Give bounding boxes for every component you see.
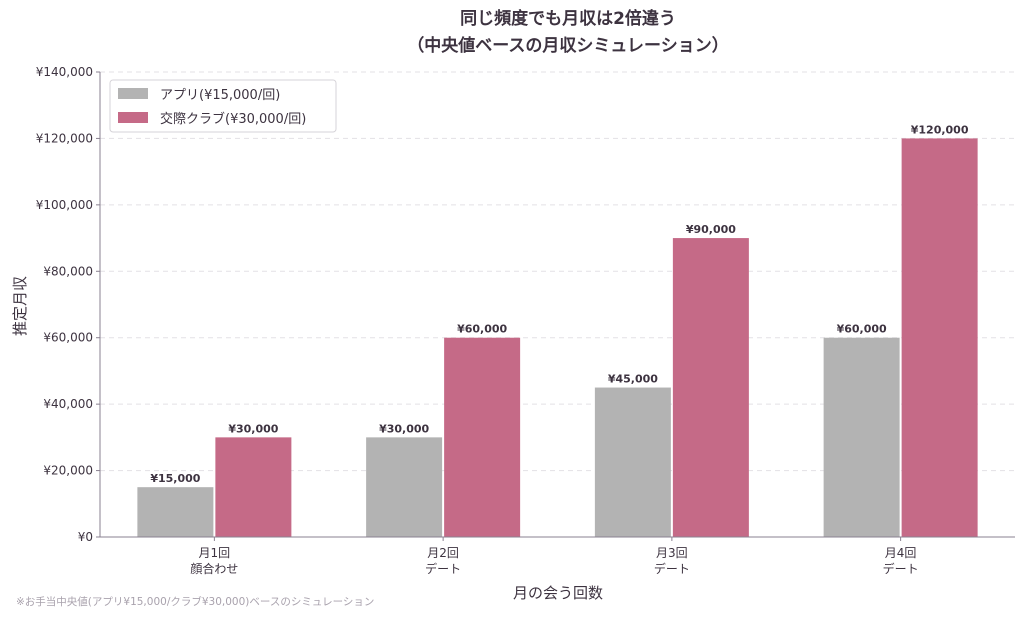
legend-label-app: アプリ(¥15,000/回) xyxy=(160,88,280,103)
y-tick-label: ¥80,000 xyxy=(43,264,93,278)
legend-swatch-club xyxy=(118,112,148,123)
y-tick-label: ¥0 xyxy=(78,530,93,544)
bar-club-3 xyxy=(672,238,749,538)
x-tick-label-line-2: デート xyxy=(654,561,690,576)
bar-value-label: ¥120,000 xyxy=(911,123,969,136)
bar-app-2 xyxy=(366,437,443,537)
legend: アプリ(¥15,000/回) 交際クラブ(¥30,000/回) xyxy=(109,79,337,133)
y-axis-label: 推定月収 xyxy=(11,276,29,336)
x-tick-label-line-2: デート xyxy=(425,561,461,576)
x-tick-label-line-1: 月4回 xyxy=(885,546,917,560)
bar-value-label: ¥30,000 xyxy=(228,422,278,435)
bars xyxy=(137,138,978,538)
x-tick-label-line-2: デート xyxy=(883,561,919,576)
bar-value-label: ¥60,000 xyxy=(457,323,507,336)
bar-value-label: ¥30,000 xyxy=(379,422,429,435)
bar-value-label: ¥15,000 xyxy=(150,472,200,485)
bar-club-4 xyxy=(901,138,978,537)
bar-app-1 xyxy=(137,487,214,537)
y-tick-label: ¥60,000 xyxy=(43,331,93,345)
bar-value-label: ¥60,000 xyxy=(837,323,887,336)
bar-app-3 xyxy=(594,387,671,537)
axes: ¥0 ¥20,000 ¥40,000 ¥60,000 ¥80,000 ¥100,000 ¥1… xyxy=(36,65,1015,576)
y-tick-label: ¥140,000 xyxy=(36,65,93,79)
y-tick-label: ¥40,000 xyxy=(43,397,93,411)
bar-club-2 xyxy=(444,337,521,537)
bar-value-labels: ¥15,000 ¥30,000 ¥30,000 ¥60,000 ¥45,000 ¥90,0… xyxy=(150,123,969,485)
y-tick-label: ¥20,000 xyxy=(43,464,93,478)
bar-app-4 xyxy=(823,337,900,537)
bar-value-label: ¥45,000 xyxy=(608,373,658,386)
legend-frame xyxy=(109,79,337,133)
legend-label-club: 交際クラブ(¥30,000/回) xyxy=(160,111,306,127)
y-tick-label: ¥120,000 xyxy=(36,131,93,145)
y-tick-label: ¥100,000 xyxy=(36,198,93,212)
x-tick-label-line-1: 月3回 xyxy=(656,546,688,560)
chart-title-line-2: （中央値ベースの月収シミュレーション） xyxy=(407,35,728,56)
bar-value-label: ¥90,000 xyxy=(686,223,736,236)
x-axis-label: 月の会う回数 xyxy=(513,584,603,602)
bar-club-1 xyxy=(215,437,292,537)
chart-title-line-1: 同じ頻度でも月収は2倍違う xyxy=(460,8,676,29)
x-tick-label-line-2: 顔合わせ xyxy=(190,561,238,576)
footnote: ※お手当中央値(アプリ¥15,000/クラブ¥30,000)ベースのシミュレーシ… xyxy=(16,595,374,608)
x-tick-label-line-1: 月1回 xyxy=(199,546,231,560)
legend-swatch-app xyxy=(118,88,148,99)
x-tick-label-line-1: 月2回 xyxy=(427,546,459,560)
